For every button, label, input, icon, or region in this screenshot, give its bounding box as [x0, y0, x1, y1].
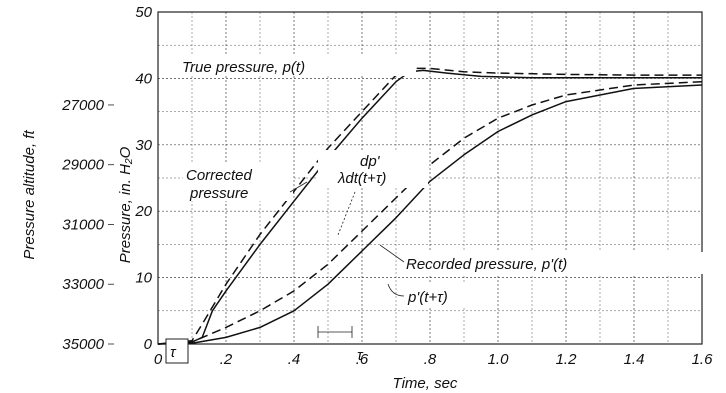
tick-labels: 0 .2 .4 .6 .8 1.0 1.2 1.4 1.6 0 10 20 30 40 50 35000 330… — [61, 4, 713, 368]
annotation-dp-2: λdt(t+τ) — [337, 170, 386, 187]
annotation-corrected-2: pressure — [189, 185, 248, 202]
leader-corrected — [289, 181, 308, 193]
y2-axis-label: Pressure altitude, ft — [21, 130, 38, 260]
tau-box — [165, 338, 189, 364]
y2-tick-label: 29000 — [61, 157, 104, 174]
y2-tick-label: 35000 — [62, 336, 104, 353]
annotation-corrected-1: Corrected — [186, 167, 253, 184]
annotation-recorded: Recorded pressure, p'(t) — [406, 256, 567, 273]
series-line-2 — [157, 80, 703, 345]
dp-label-bg — [318, 150, 428, 188]
leader-ptau — [387, 283, 405, 297]
annotation-dp-1: dp' — [360, 153, 381, 170]
y-tick-label: 30 — [135, 137, 152, 154]
y2-tick-label: 31000 — [62, 216, 104, 233]
annotation-tau-box: τ — [170, 344, 177, 361]
x-tick-label: .2 — [220, 351, 233, 368]
x-tick-label: 0 — [154, 351, 163, 368]
y2-tick-label: 33000 — [62, 276, 104, 293]
x-axis-label: Time, sec — [393, 375, 458, 392]
tau-bracket — [317, 326, 353, 338]
series-line-3 — [157, 84, 703, 345]
y-axis-label: Pressure, in. H₂O — [117, 146, 134, 263]
plot-frame — [157, 11, 703, 345]
leader-dp — [337, 191, 356, 236]
x-tick-label: .4 — [288, 351, 301, 368]
y-tick-label: 40 — [135, 70, 152, 87]
recorded-label-bg — [404, 252, 704, 274]
y2-tick-label: 27000 — [61, 97, 104, 114]
series-line-0 — [157, 67, 702, 345]
y-tick-label: 0 — [144, 336, 153, 353]
ptau-label-bg — [405, 283, 485, 307]
x-tick-label: 1.2 — [556, 351, 578, 368]
x-tick-label: 1.6 — [692, 351, 714, 368]
annotations: True pressure, p(t) Corrected pressure d… — [165, 54, 704, 364]
x-tick-label: .8 — [424, 351, 437, 368]
series-line-1 — [157, 69, 702, 345]
annotation-true: True pressure, p(t) — [182, 59, 305, 76]
x-tick-label: 1.0 — [488, 351, 510, 368]
series-layer — [157, 67, 703, 345]
annotation-ptau: p'(t+τ) — [407, 289, 448, 306]
leader-recorded — [379, 244, 405, 263]
corrected-label-bg — [183, 163, 293, 201]
x-tick-label: .6 — [356, 351, 369, 368]
y-tick-label: 10 — [135, 270, 152, 287]
y-tick-label: 50 — [135, 4, 152, 21]
annotation-tau: τ — [357, 347, 364, 364]
x-tick-label: 1.4 — [624, 351, 645, 368]
y-tick-label: 20 — [134, 203, 152, 220]
true-label-bg — [178, 54, 416, 76]
